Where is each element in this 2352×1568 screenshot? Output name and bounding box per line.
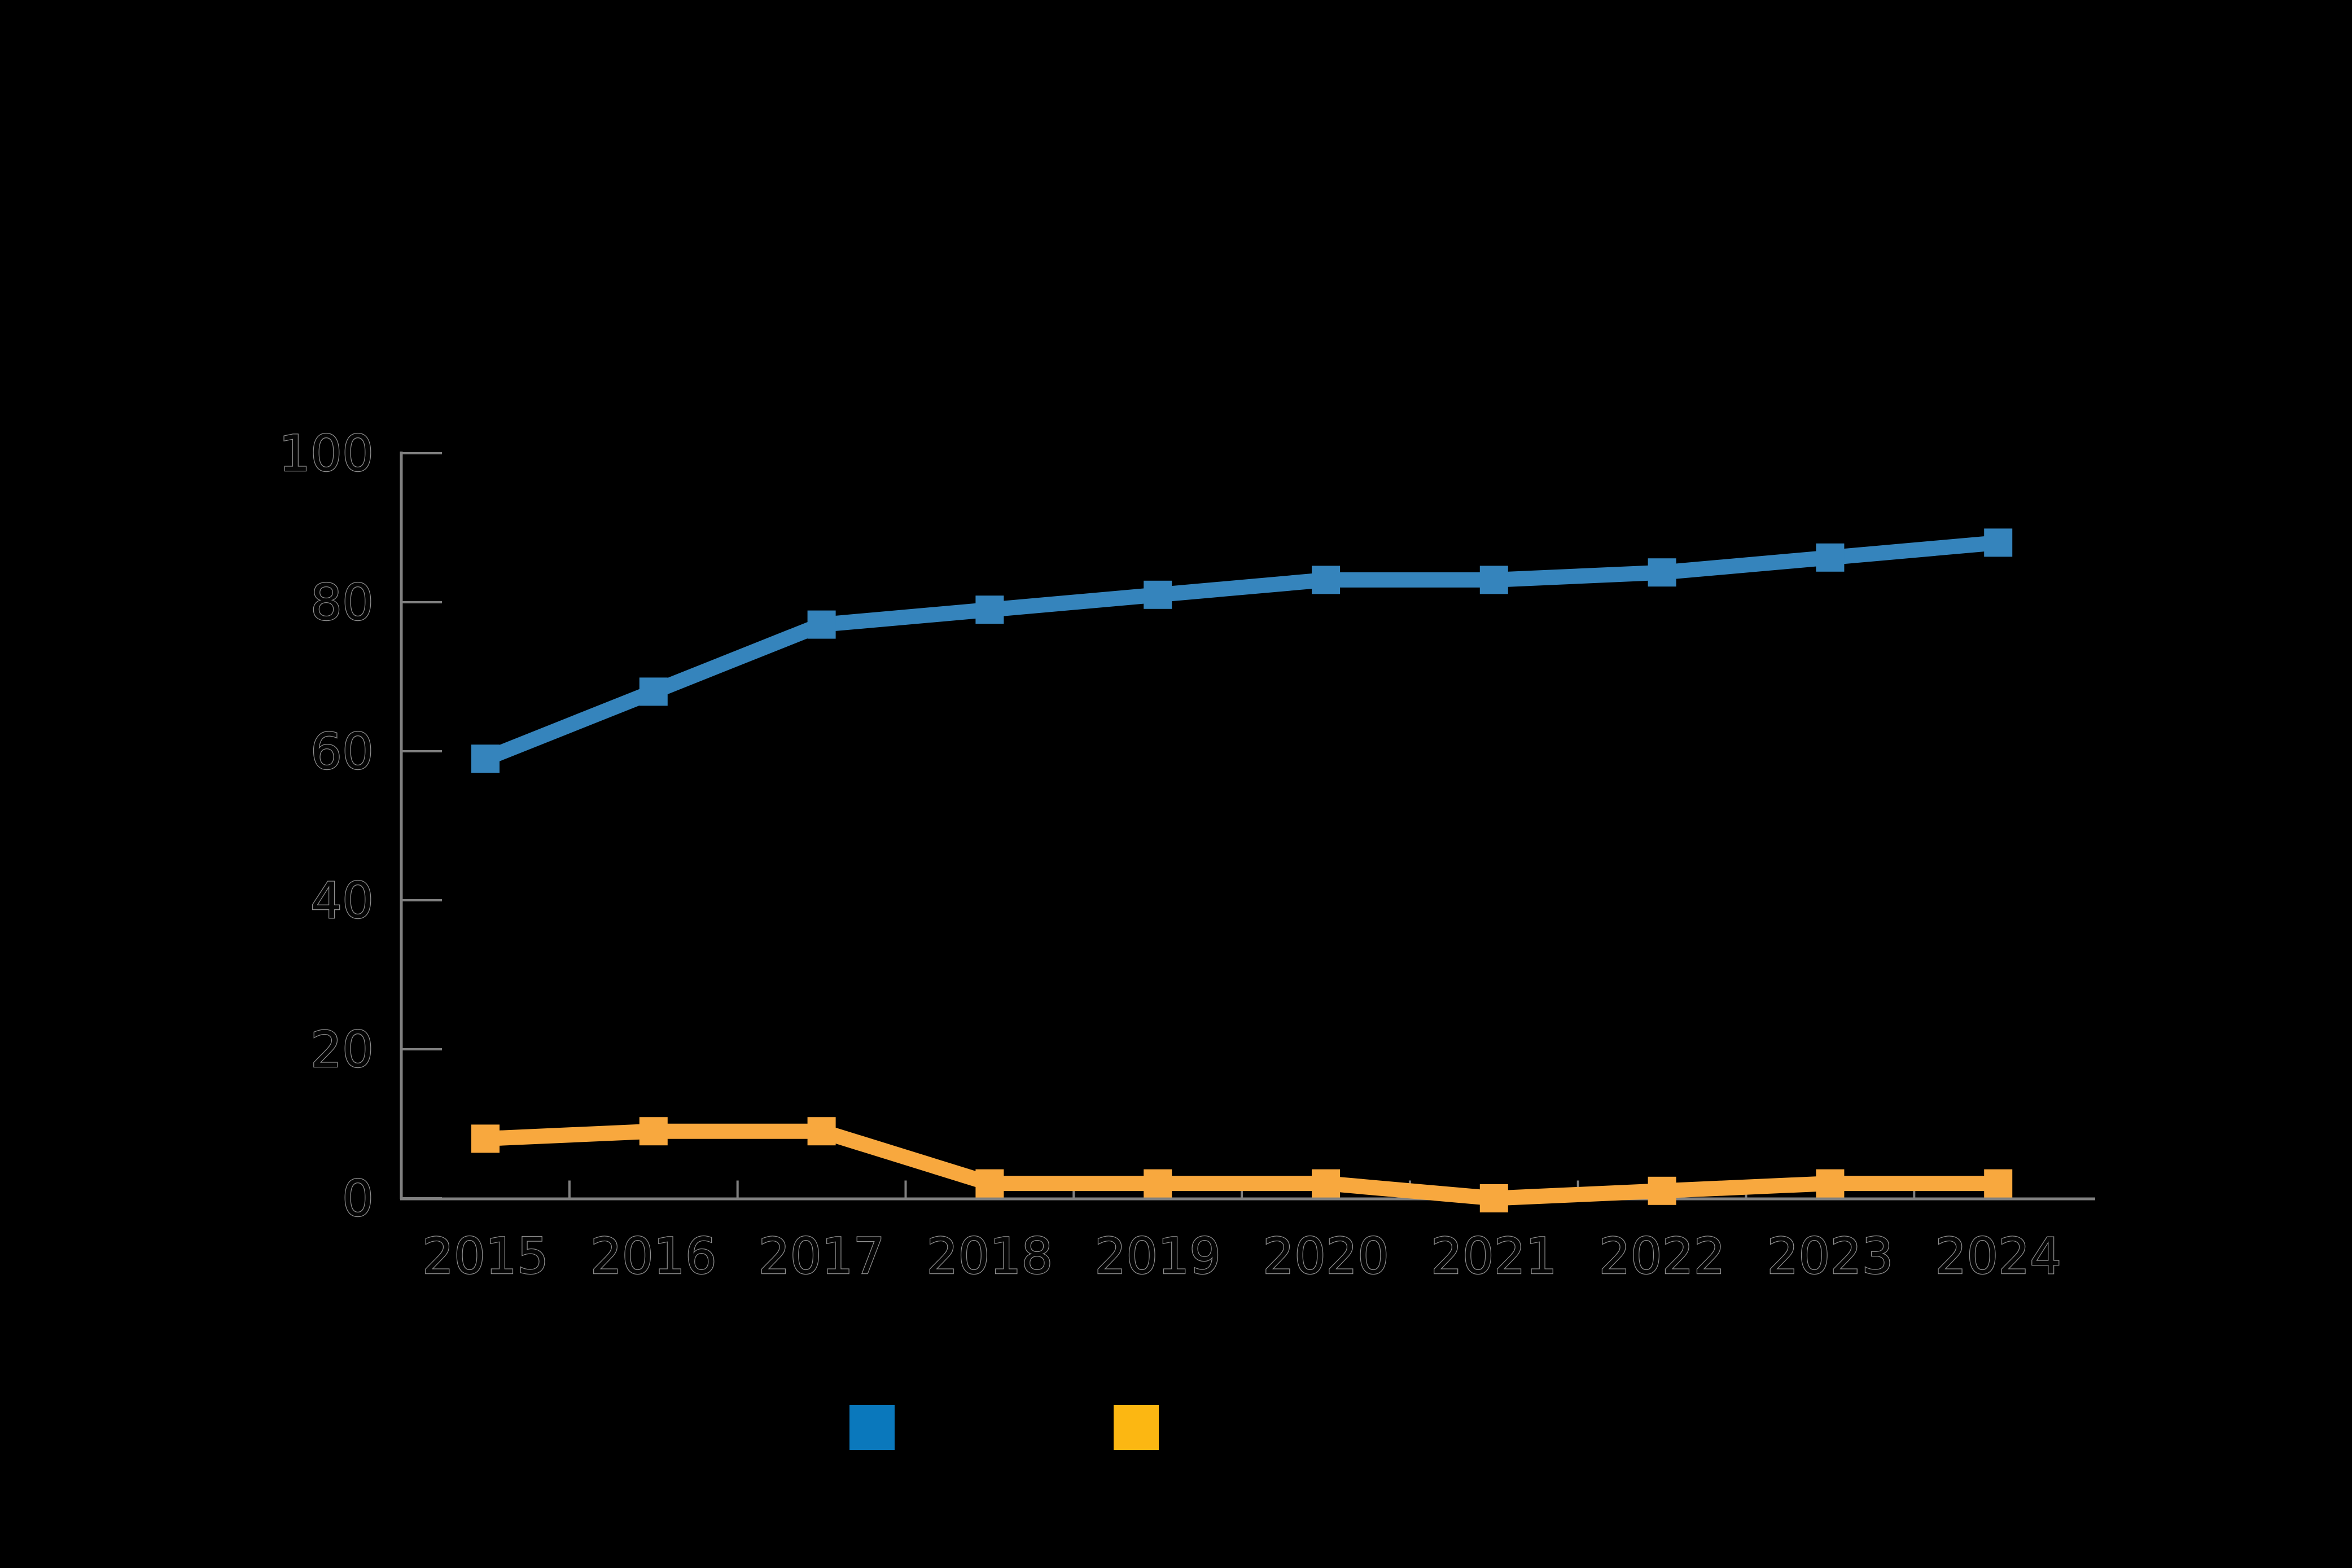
series-blue-marker-2023 bbox=[1816, 543, 1845, 572]
x-tick-label-2015: 2015 bbox=[422, 1227, 549, 1285]
y-tick-label-40: 40 bbox=[310, 871, 374, 930]
x-tick-label-2017: 2017 bbox=[759, 1227, 885, 1285]
series-blue-marker-2022 bbox=[1648, 558, 1676, 587]
x-tick-label-2019: 2019 bbox=[1094, 1227, 1221, 1285]
series-orange-marker-2019 bbox=[1144, 1169, 1172, 1198]
x-tick-label-2020: 2020 bbox=[1263, 1227, 1389, 1285]
series-orange-marker-2022 bbox=[1648, 1176, 1676, 1205]
x-tick-label-2024: 2024 bbox=[1935, 1227, 2061, 1285]
y-tick-label-100: 100 bbox=[279, 424, 374, 483]
series-orange-marker-2023 bbox=[1816, 1169, 1845, 1198]
series-blue-line bbox=[482, 535, 1999, 766]
series-blue-marker-2017 bbox=[807, 610, 836, 639]
legend-swatch-orange bbox=[1114, 1405, 1159, 1450]
x-tick-label-2021: 2021 bbox=[1431, 1227, 1557, 1285]
series-blue-marker-2021 bbox=[1479, 566, 1508, 594]
legend-swatch-blue bbox=[849, 1405, 895, 1450]
x-tick-label-2022: 2022 bbox=[1599, 1227, 1725, 1285]
series-blue-marker-2024 bbox=[1984, 528, 2013, 557]
series-orange-marker-2018 bbox=[975, 1169, 1004, 1198]
series-blue-marker-2020 bbox=[1312, 566, 1340, 594]
series-blue-marker-2018 bbox=[975, 595, 1004, 624]
y-tick-label-80: 80 bbox=[310, 573, 374, 632]
series-blue-marker-2019 bbox=[1144, 580, 1172, 609]
series-orange-marker-2021 bbox=[1479, 1184, 1508, 1212]
y-tick-label-0: 0 bbox=[342, 1170, 374, 1228]
series-orange-line bbox=[485, 1123, 1999, 1206]
x-tick-label-2018: 2018 bbox=[926, 1227, 1053, 1285]
y-tick-label-60: 60 bbox=[310, 722, 374, 781]
series-orange-marker-2016 bbox=[639, 1117, 668, 1146]
x-tick-label-2023: 2023 bbox=[1767, 1227, 1893, 1285]
series-orange-marker-2024 bbox=[1984, 1169, 2013, 1198]
series-blue-marker-2016 bbox=[639, 677, 668, 706]
y-tick-label-20: 20 bbox=[310, 1020, 374, 1079]
series-orange-marker-2017 bbox=[807, 1117, 836, 1146]
series-orange-marker-2020 bbox=[1312, 1169, 1340, 1198]
series-orange-marker-2015 bbox=[471, 1124, 500, 1153]
x-tick-label-2016: 2016 bbox=[590, 1227, 717, 1285]
series-blue-marker-2015 bbox=[471, 744, 500, 773]
